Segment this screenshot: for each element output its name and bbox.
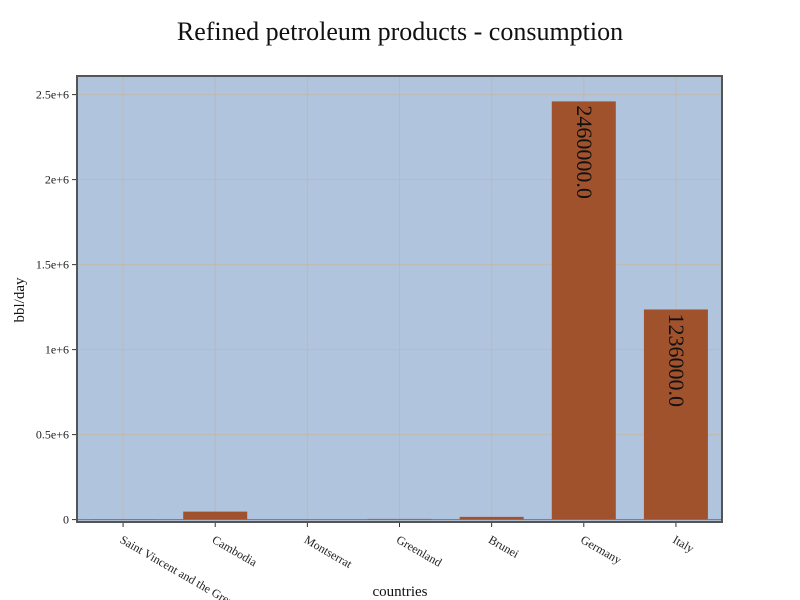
- x-tick-label: Saint Vincent and the Grenadines: [118, 532, 264, 600]
- bar-value-label: 1236000.0: [664, 313, 689, 407]
- grid-lines: [77, 76, 722, 522]
- y-tick-label: 2e+6: [45, 173, 69, 187]
- x-tick-label: Brunei: [486, 532, 522, 561]
- chart-title: Refined petroleum products - consumption: [177, 17, 623, 46]
- x-tick-label: Montserrat: [302, 532, 355, 571]
- x-tick-label: Cambodia: [210, 532, 260, 569]
- bar: [643, 309, 708, 520]
- bar: [551, 101, 616, 520]
- y-tick-label: 0.5e+6: [36, 428, 69, 442]
- plot-frame: [76, 75, 723, 523]
- x-tick-label: Greenland: [394, 532, 444, 569]
- x-tick-label: Italy: [670, 532, 696, 555]
- bar: [459, 516, 524, 520]
- x-tick-label: Germany: [578, 532, 624, 566]
- x-axis-label: countries: [373, 584, 428, 600]
- bars: 2460000.0 1236000.0: [77, 101, 722, 521]
- y-axis-label: bbl/day: [12, 277, 28, 322]
- y-tick-label: 1e+6: [45, 343, 69, 357]
- y-axis-ticks: 0 0.5e+6 1e+6 1.5e+6 2e+6 2.5e+6: [36, 88, 77, 527]
- bar-value-label: 2460000.0: [572, 105, 597, 198]
- y-tick-label: 2.5e+6: [36, 88, 69, 102]
- bar: [183, 511, 248, 520]
- y-tick-label: 0: [63, 513, 69, 527]
- y-tick-label: 1.5e+6: [36, 258, 69, 272]
